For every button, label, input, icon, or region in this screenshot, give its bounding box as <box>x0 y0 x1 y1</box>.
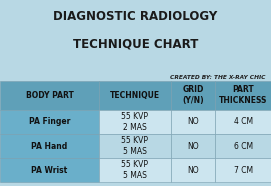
Text: 55 KVP
5 MAS: 55 KVP 5 MAS <box>121 160 148 180</box>
Bar <box>0 110 99 134</box>
Text: NO: NO <box>187 117 199 126</box>
Bar <box>215 134 271 158</box>
Text: PA Wrist: PA Wrist <box>31 166 67 175</box>
Text: PA Hand: PA Hand <box>31 142 67 150</box>
Text: 7 CM: 7 CM <box>234 166 253 175</box>
Bar <box>171 158 215 182</box>
Bar <box>99 134 171 158</box>
Bar <box>215 81 271 110</box>
Text: GRID
(Y/N): GRID (Y/N) <box>182 85 204 105</box>
Text: CREATED BY: THE X-RAY CHIC: CREATED BY: THE X-RAY CHIC <box>170 75 266 80</box>
Text: PA Finger: PA Finger <box>29 117 70 126</box>
Bar <box>171 81 215 110</box>
Text: BODY PART: BODY PART <box>25 91 73 100</box>
Text: PART
THICKNESS: PART THICKNESS <box>219 85 267 105</box>
Bar <box>99 81 171 110</box>
Text: 6 CM: 6 CM <box>234 142 253 150</box>
Bar <box>215 110 271 134</box>
Text: NO: NO <box>187 166 199 175</box>
Bar <box>99 110 171 134</box>
Text: 55 KVP
5 MAS: 55 KVP 5 MAS <box>121 136 148 156</box>
Bar <box>0 134 99 158</box>
Text: DIAGNOSTIC RADIOLOGY: DIAGNOSTIC RADIOLOGY <box>53 10 218 23</box>
Bar <box>99 158 171 182</box>
Text: TECHNIQUE: TECHNIQUE <box>110 91 160 100</box>
Text: 55 KVP
2 MAS: 55 KVP 2 MAS <box>121 112 148 132</box>
Bar <box>0 158 99 182</box>
Bar <box>171 134 215 158</box>
Text: TECHNIQUE CHART: TECHNIQUE CHART <box>73 37 198 50</box>
Bar <box>0 81 99 110</box>
Bar <box>171 110 215 134</box>
Text: NO: NO <box>187 142 199 150</box>
Text: 4 CM: 4 CM <box>234 117 253 126</box>
Bar <box>215 158 271 182</box>
